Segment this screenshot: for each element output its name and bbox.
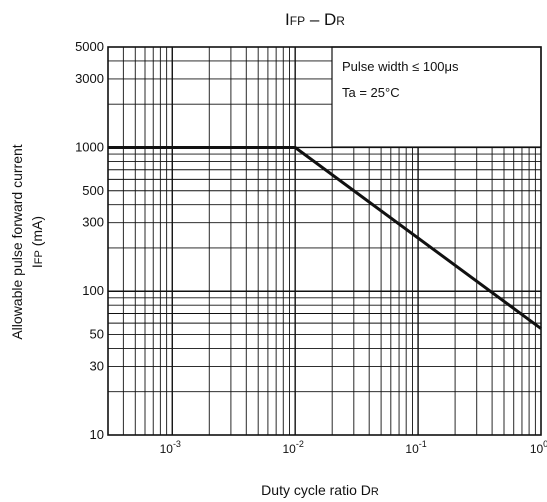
- y-tick-label: 100: [82, 283, 104, 298]
- y-axis-label-line2: IFP (mA): [29, 216, 45, 268]
- series-line: [108, 146, 542, 330]
- x-tick-label: 10-1: [405, 439, 426, 456]
- x-tick-labels: 10-3 10-2 10-1 100: [160, 439, 547, 456]
- y-tick-labels: 10 30 50 100 300 500 1000 3000 5000: [75, 39, 104, 442]
- chart-title: IFP – DR: [285, 10, 345, 29]
- x-tick-label: 10-2: [282, 439, 303, 456]
- annotation-pulse-width: Pulse width ≤ 100μs: [342, 59, 459, 74]
- y-tick-label: 50: [90, 327, 104, 342]
- y-tick-label: 1000: [75, 139, 104, 154]
- y-tick-label: 300: [82, 215, 104, 230]
- x-axis-label: Duty cycle ratio DR: [261, 482, 379, 498]
- y-tick-label: 500: [82, 183, 104, 198]
- y-tick-label: 30: [90, 358, 104, 373]
- y-tick-label: 5000: [75, 39, 104, 54]
- annotation-box: [331, 46, 542, 148]
- x-tick-label: 10-3: [160, 439, 181, 456]
- y-tick-label: 3000: [75, 71, 104, 86]
- x-tick-label: 100: [530, 439, 547, 456]
- minor-grid: [107, 47, 541, 435]
- annotation-temperature: Ta = 25°C: [342, 85, 400, 100]
- y-axis-label-line1: Allowable pulse forward current: [9, 144, 25, 339]
- y-tick-label: 10: [90, 427, 104, 442]
- y-axis-label: Allowable pulse forward current IFP (mA): [9, 144, 45, 339]
- plot-frame: [107, 46, 542, 436]
